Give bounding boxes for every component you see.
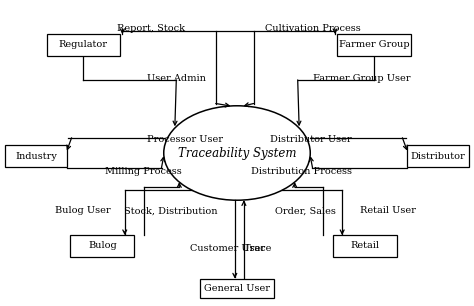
Text: Retail User: Retail User [360, 206, 416, 215]
Bar [407, 145, 469, 167]
Text: Industry: Industry [15, 151, 57, 161]
Bar [71, 235, 134, 256]
Text: Order, Sales: Order, Sales [275, 206, 336, 215]
Text: Bulog User: Bulog User [55, 206, 110, 215]
Text: Processor User: Processor User [147, 135, 223, 144]
Text: Retail: Retail [350, 241, 379, 250]
Text: Distribution Process: Distribution Process [251, 167, 352, 176]
Bar [5, 145, 67, 167]
Text: Farmer Group: Farmer Group [339, 40, 410, 49]
Bar [201, 279, 273, 298]
Text: Milling Process: Milling Process [105, 167, 182, 176]
Bar [337, 34, 410, 55]
Text: Cultivation Process: Cultivation Process [265, 24, 361, 33]
Text: Bulog: Bulog [88, 241, 117, 250]
Text: User Admin: User Admin [147, 74, 206, 83]
Text: Farmer Group User: Farmer Group User [313, 74, 410, 83]
Text: Report, Stock: Report, Stock [117, 24, 185, 33]
Text: Customer User: Customer User [190, 244, 265, 253]
Text: Stock, Distribution: Stock, Distribution [124, 206, 217, 215]
Text: Distributor: Distributor [410, 151, 465, 161]
Bar [47, 34, 120, 55]
Text: Traceability System: Traceability System [178, 147, 296, 159]
Text: Trace: Trace [244, 244, 273, 253]
Text: Distributor User: Distributor User [270, 135, 352, 144]
Text: General User: General User [204, 284, 270, 293]
Bar [333, 235, 397, 256]
Text: Regulator: Regulator [59, 40, 108, 49]
